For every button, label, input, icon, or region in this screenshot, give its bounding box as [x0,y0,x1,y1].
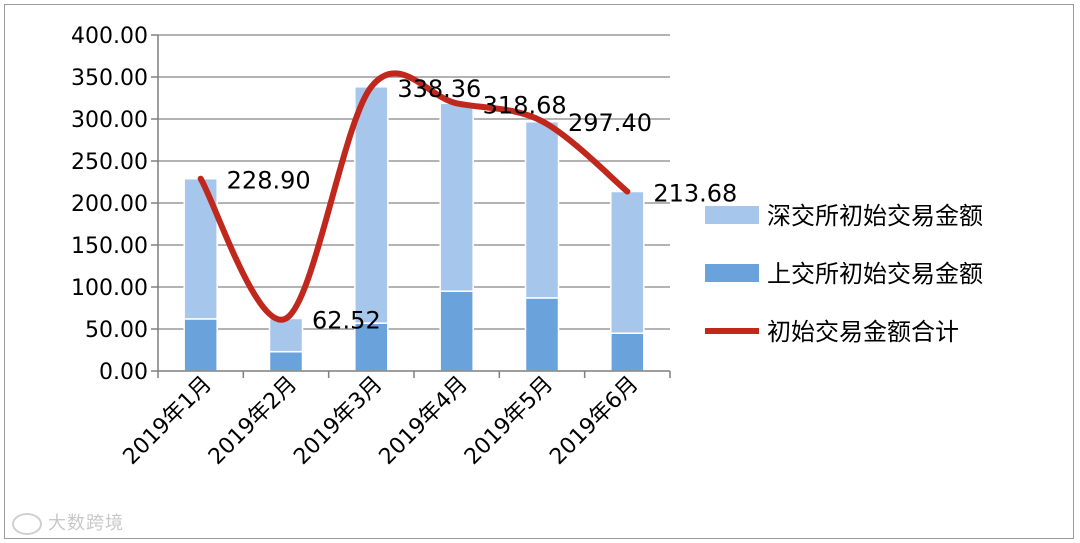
x-tick-label: 2019年6月 [545,372,643,470]
data-label: 338.36 [397,75,481,103]
legend-label: 上交所初始交易金额 [767,260,983,288]
watermark-logo-icon [12,513,42,535]
y-tick-label: 400.00 [71,24,148,49]
bar-segment [268,317,304,353]
bar-segment [439,102,474,292]
legend-swatch [705,264,759,282]
data-label: 228.90 [227,167,311,195]
y-tick-label: 150.00 [71,234,148,259]
y-tick-label: 250.00 [71,150,148,175]
y-tick-label: 300.00 [71,108,148,133]
bar-segment [439,290,474,372]
stacked-bar-line-chart: 0.00 50.00 100.00 150.00 200.00 250.00 300.00 3… [71,24,983,470]
total-line-path [197,70,631,323]
bar-segment [524,297,560,372]
bar-segment [610,332,645,372]
x-tick-label: 2019年4月 [375,372,473,470]
y-tick-label: 0.00 [99,360,148,385]
bar-segment [268,350,304,372]
x-tick-label: 2019年5月 [460,372,558,470]
x-tick-label: 2019年3月 [289,372,387,470]
y-tick-label: 100.00 [71,276,148,301]
watermark-text: 大数跨境 [48,513,124,534]
data-label: 213.68 [653,180,737,208]
bar-segment [524,121,560,299]
bar-segment [354,86,389,324]
total-line [197,70,631,323]
watermark: 大数跨境 [12,509,124,535]
gridlines [158,34,670,330]
y-tick-label: 50.00 [85,318,148,343]
legend-swatch [705,206,759,224]
legend-label: 深交所初始交易金额 [767,202,983,230]
data-label: 318.68 [483,91,567,119]
bar-segment [354,322,389,372]
y-tick-label: 200.00 [71,192,148,217]
x-tick-label: 2019年1月 [119,372,217,470]
y-tick-label: 350.00 [71,66,148,91]
data-label: 297.40 [568,109,652,137]
bars [183,86,645,372]
legend-label: 初始交易金额合计 [767,318,959,346]
x-tick-label: 2019年2月 [204,372,302,470]
bar-segment [183,318,218,372]
chart-frame: 0.00 50.00 100.00 150.00 200.00 250.00 300.00 3… [4,4,1074,539]
data-label: 62.52 [312,306,381,334]
bar-segment [610,190,645,334]
